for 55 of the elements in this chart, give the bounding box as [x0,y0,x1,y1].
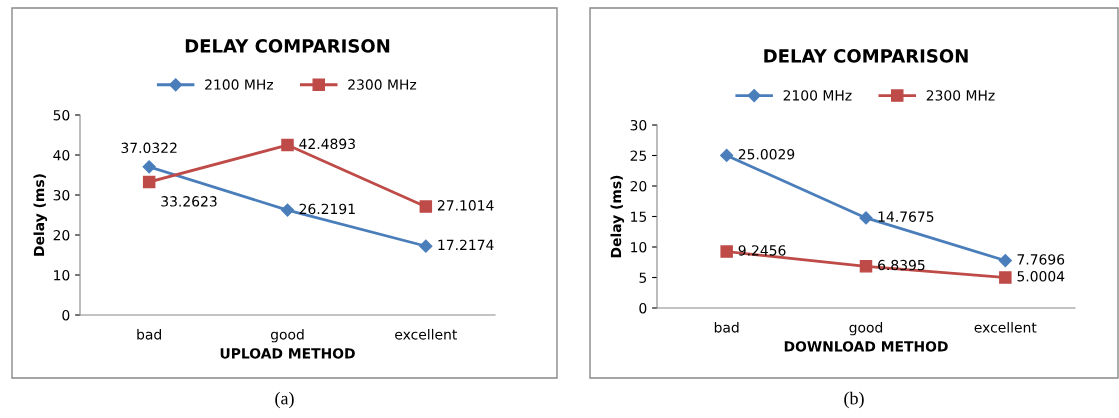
x-tick-label: good [270,328,304,343]
y-tick-label: 20 [630,180,647,192]
y-tick-label: 40 [53,149,70,161]
data-label: 14.7675 [878,211,934,222]
legend-label: 2300 MHz [348,79,417,90]
legend-label: 2100 MHz [205,79,274,90]
y-tick-label: 50 [53,109,70,121]
x-tick-label: excellent [974,321,1037,333]
data-label: 5.0004 [1017,271,1065,282]
point [142,160,156,174]
text: (b) [844,391,864,409]
point [419,239,433,253]
point [142,175,156,189]
chart-title: DELAY COMPARISON [185,39,390,53]
text: (a) [275,391,294,409]
legend-label: 2300 MHz [926,90,995,101]
y-tick-label: 10 [54,269,70,281]
point [859,260,873,273]
data-label: 37.0322 [121,142,177,154]
x-tick-label: good [849,321,883,336]
x-tick-label: bad [714,321,739,333]
y-tick-label: 0 [639,302,647,314]
y-tick-label: 30 [630,119,647,131]
x-tick-label: bad [137,328,161,340]
y-tick-label: 0 [62,309,70,321]
point [999,271,1012,284]
point [280,203,295,217]
y-tick-label: 30 [53,189,70,201]
y-axis-title: Delay (ms) [610,175,625,258]
x-tick-label: excellent [395,328,457,340]
point [720,245,733,258]
legend-label: 2100 MHz [783,90,852,101]
data-label: 27.1014 [437,200,494,211]
data-label: 25.0029 [738,149,795,160]
point [998,254,1012,268]
x-axis-title: DOWNLOAD METHOD [784,341,948,352]
data-label: 9.2456 [738,245,786,256]
chart-title: DELAY COMPARISON [764,49,968,63]
point [720,148,734,163]
y-tick-label: 5 [639,272,647,283]
data-label: 17.2174 [438,239,494,250]
y-tick-label: 20 [53,229,70,241]
point [859,211,873,225]
data-label: 42.4893 [299,138,355,150]
data-label: 6.8395 [878,259,925,271]
y-tick-label: 25 [630,150,647,161]
point [419,200,433,213]
y-tick-label: 10 [631,241,647,253]
data-label: 26.2191 [299,203,355,215]
data-label: 7.7696 [1017,254,1065,265]
x-axis-title: UPLOAD METHOD [220,348,355,359]
point [281,138,294,152]
data-label: 33.2623 [161,196,217,207]
y-tick-label: 15 [631,211,647,222]
y-axis-title: Delay (ms) [33,174,48,256]
